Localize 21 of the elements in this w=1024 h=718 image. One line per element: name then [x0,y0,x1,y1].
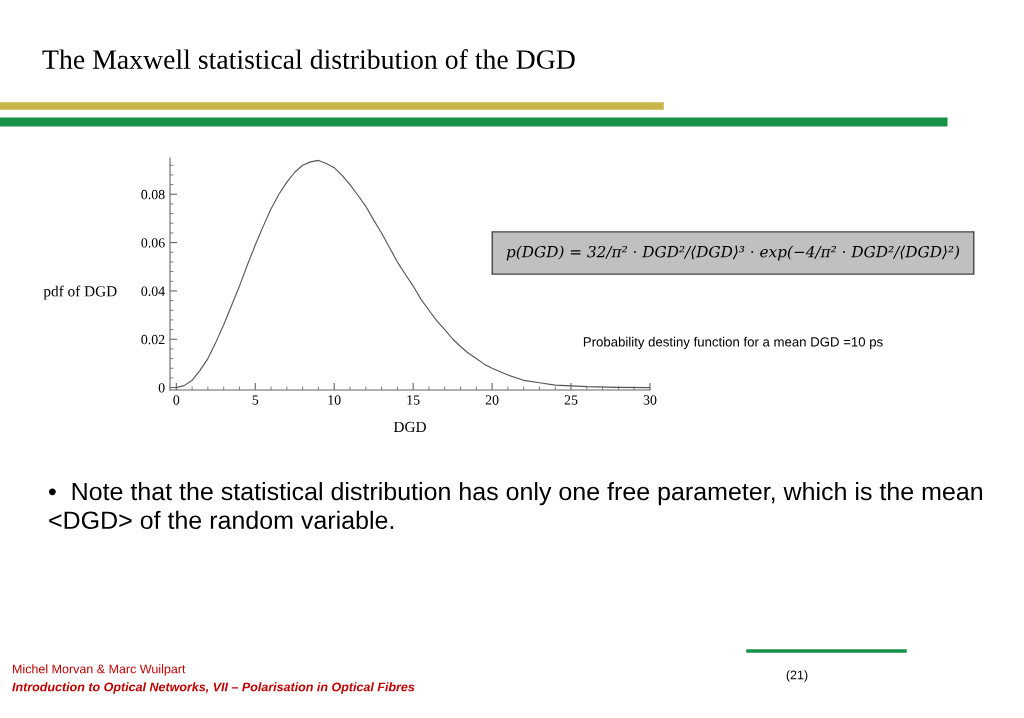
y-tick-label: 0.08 [141,189,165,200]
x-axis-title: DGD [393,421,426,433]
x-tick-label: 15 [407,395,420,405]
x-tick-label: 25 [564,395,578,405]
x-tick-label: 10 [328,395,341,405]
y-tick-label: 0.06 [141,238,165,248]
text: (21) [786,670,808,682]
x-tick-label: 20 [485,395,499,405]
x-tick-label: 0 [173,395,180,405]
text: • Note that the statistical distribution has only one free parameter, which is the mean <DGD> of the random variable. [48,482,983,530]
x-tick-label: 30 [643,395,657,405]
annotation: p(DGD) = 32/π² · DGD²/⟨DGD⟩³ · exp(−4/π² · DGD²/⟨DGD⟩²) [506,245,960,261]
y-axis-title: pdf of DGD [43,285,117,300]
text: Michel Morvan & Marc Wuilpart [13,664,186,676]
chart-title: The Maxwell statistical distribution of the DGD [42,49,575,69]
text: Introduction to Optical Networks, VII – Polarisation in Optical Fibres [12,682,415,694]
annotation: Probability destiny function for a mean DGD =10 ps [583,336,883,350]
y-tick-label: 0.02 [141,334,165,345]
x-tick-label: 5 [252,395,259,405]
y-tick-label: 0 [158,383,165,393]
y-tick-label: 0.04 [141,286,165,296]
